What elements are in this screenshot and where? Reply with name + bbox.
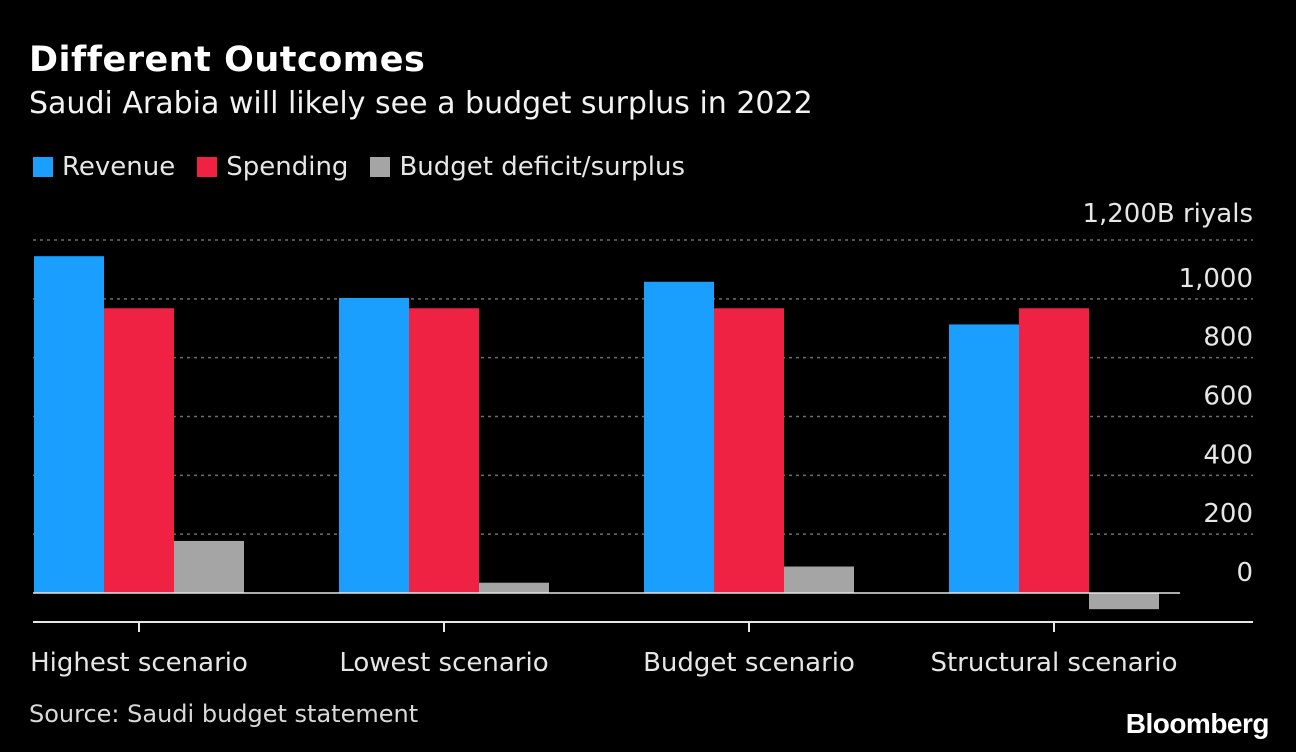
bar-revenue-1: [339, 297, 409, 593]
legend-item-budget: Budget deficit/surplus: [370, 152, 685, 182]
bars: [34, 256, 1159, 610]
bar-revenue-0: [34, 256, 104, 593]
legend-swatch-revenue: [33, 157, 53, 177]
legend-item-spending: Spending: [197, 152, 348, 182]
legend-label-revenue: Revenue: [62, 152, 176, 182]
legend-swatch-budget: [370, 157, 391, 177]
chart-title: Different Outcomes: [29, 40, 426, 80]
y-tick-label: 800: [1203, 323, 1253, 353]
bar-budget-deficit-surplus-3: [1089, 593, 1159, 610]
x-tick-label: Highest scenario: [30, 648, 248, 678]
bar-spending-1: [409, 308, 479, 593]
y-tick-label: 0: [1236, 558, 1253, 588]
bar-spending-2: [714, 308, 784, 593]
bar-budget-deficit-surplus-2: [784, 566, 854, 593]
bar-spending-0: [104, 308, 174, 593]
bloomberg-logo: Bloomberg: [1125, 708, 1270, 739]
bar-spending-3: [1019, 308, 1089, 593]
bar-revenue-3: [949, 324, 1019, 593]
x-tick-label: Structural scenario: [930, 648, 1177, 678]
axes: [33, 592, 1253, 632]
y-tick-label: 600: [1203, 382, 1253, 412]
legend-item-revenue: Revenue: [33, 152, 175, 182]
x-tick-label: Budget scenario: [643, 648, 855, 678]
axis-labels: 0 200 400 600 800 1,000 1,200B riyals Highest s…: [30, 199, 1253, 678]
source-note: Source: Saudi budget statement: [29, 700, 419, 728]
y-tick-label: 1,200B riyals: [1082, 199, 1253, 229]
bar-budget-deficit-surplus-0: [174, 540, 244, 593]
bar-revenue-2: [644, 281, 714, 593]
legend-swatch-spending: [197, 157, 218, 177]
x-tick-label: Lowest scenario: [339, 648, 548, 678]
y-tick-label: 1,000: [1179, 264, 1253, 294]
legend-label-spending: Spending: [226, 152, 349, 182]
legend-label-budget: Budget deficit/surplus: [399, 152, 686, 182]
bar-budget-deficit-surplus-1: [479, 582, 549, 593]
y-tick-label: 200: [1203, 499, 1253, 529]
chart-subtitle: Saudi Arabia will likely see a budget su…: [29, 86, 813, 121]
legend: Revenue Spending Budget deficit/surplus: [33, 152, 707, 182]
y-tick-label: 400: [1203, 440, 1253, 470]
